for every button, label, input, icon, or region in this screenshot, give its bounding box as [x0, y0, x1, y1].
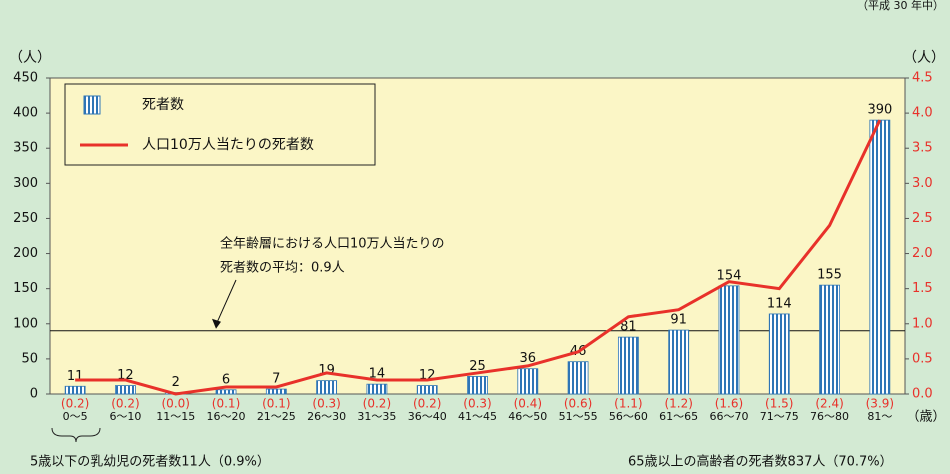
y2-unit: （人）: [903, 50, 945, 66]
x-tick-label: 16～20: [207, 410, 246, 423]
x-tick-label: 61～65: [659, 410, 698, 423]
line-value-label: (0.3): [463, 397, 491, 411]
bar: [819, 284, 840, 395]
line-value-label: (0.2): [363, 397, 391, 411]
bar-value-label: 91: [670, 313, 687, 328]
y2-tick-label: 4.0: [912, 106, 933, 121]
line-value-label: (0.1): [212, 397, 240, 411]
legend-swatch: [83, 95, 101, 115]
annotation: 5歳以下の乳幼児の死者数11人（0.9%）: [30, 455, 270, 470]
bar-value-label: 25: [469, 359, 486, 374]
x-tick-label: 0～5: [63, 410, 88, 423]
annotation: 65歳以上の高齢者の死者数837人（70.7%）: [628, 454, 893, 470]
bar: [517, 368, 539, 395]
note: （平成 30 年中）: [857, 0, 944, 12]
y-tick-label: 450: [13, 71, 38, 86]
x-tick-label: 26～30: [307, 410, 346, 423]
y-tick-label: 100: [13, 316, 38, 331]
bar-value-label: 2: [172, 375, 180, 390]
y-tick-label: 50: [21, 351, 38, 366]
x-tick-label: 31～35: [357, 410, 396, 423]
line-value-label: (0.1): [262, 397, 290, 411]
y2-tick-label: 0.5: [912, 351, 933, 366]
bar: [265, 388, 287, 395]
y2-tick-label: 1.5: [912, 281, 933, 296]
x-tick-label: 66～70: [709, 410, 748, 423]
legend-label: 人口10万人当たりの死者数: [142, 137, 314, 153]
legend: [64, 83, 376, 166]
line-value-label: (1.5): [765, 397, 793, 411]
y-tick-label: 150: [13, 281, 38, 296]
line-value-label: (2.4): [815, 397, 843, 411]
reference-label: 全年齢層における人口10万人当たりの: [220, 236, 445, 252]
x-tick-label: 11～15: [156, 410, 195, 423]
y2-tick-label: 1.0: [912, 316, 933, 331]
bar: [416, 385, 438, 395]
y-unit: （人）: [9, 50, 51, 66]
x-tick-label: 36～40: [408, 410, 447, 423]
x-tick-label: 76～80: [810, 410, 849, 423]
x-tick-label: 71～75: [760, 410, 799, 423]
bar-value-label: 114: [767, 296, 792, 311]
x-tick-label: 81～: [867, 410, 892, 423]
x-unit: （歳）: [906, 410, 945, 425]
bar: [64, 385, 86, 395]
line: [75, 119, 882, 396]
line-value-label: (0.3): [312, 397, 340, 411]
line-value-label: (0.4): [514, 397, 542, 411]
bar-value-label: 154: [717, 268, 742, 283]
line-value-label: (1.2): [664, 397, 692, 411]
y2-tick-label: 3.5: [912, 141, 933, 156]
reference-arrow: [215, 279, 237, 326]
bar: [869, 119, 891, 395]
bar: [366, 383, 388, 395]
bar: [668, 329, 690, 395]
y2-tick-label: 0.0: [912, 387, 933, 402]
x-tick-label: 56～60: [609, 410, 648, 423]
bar: [617, 336, 639, 395]
line-value-label: (0.6): [564, 397, 592, 411]
x-tick-label: 46～50: [508, 410, 547, 423]
y2-tick-label: 2.5: [912, 211, 933, 226]
bar: [316, 380, 338, 395]
line-value-label: (0.2): [413, 397, 441, 411]
bar: [567, 361, 589, 395]
line-value-label: (3.9): [866, 397, 894, 411]
y2-tick-label: 4.5: [912, 71, 933, 86]
x-tick-label: 41～45: [458, 410, 497, 423]
line-value-label: (0.2): [111, 397, 139, 411]
bar-value-label: 81: [620, 320, 637, 335]
bar-value-label: 155: [817, 268, 842, 283]
legend-label: 死者数: [142, 97, 184, 113]
y-tick-label: 250: [13, 211, 38, 226]
bar: [115, 385, 136, 395]
x-tick-label: 6～10: [109, 410, 141, 423]
bar: [215, 389, 237, 395]
bar: [718, 285, 740, 395]
line-value-label: (0.2): [61, 397, 89, 411]
reference-arrowhead: [212, 318, 221, 329]
bar: [768, 313, 790, 395]
y-tick-label: 350: [13, 141, 38, 156]
x-tick-label: 21～25: [257, 410, 296, 423]
bar-value-label: 390: [867, 103, 892, 118]
reference-label: 死者数の平均：0.9人: [220, 261, 345, 276]
y-tick-label: 0: [30, 387, 38, 402]
y-tick-label: 200: [13, 246, 38, 261]
x-tick-label: 51～55: [559, 410, 598, 423]
y-tick-label: 300: [13, 176, 38, 191]
line-value-label: (1.6): [715, 397, 743, 411]
line-value-label: (1.1): [614, 397, 642, 411]
y2-tick-label: 3.0: [912, 176, 933, 191]
y2-tick-label: 2.0: [912, 246, 933, 261]
brace: [51, 427, 101, 443]
bar: [467, 376, 488, 395]
bar-value-label: 7: [272, 372, 280, 387]
bar-value-label: 6: [222, 372, 230, 387]
y-tick-label: 400: [13, 106, 38, 121]
line-value-label: (0.0): [162, 397, 190, 411]
bar-value-label: 11: [67, 369, 84, 384]
bar-value-label: 36: [520, 351, 537, 366]
